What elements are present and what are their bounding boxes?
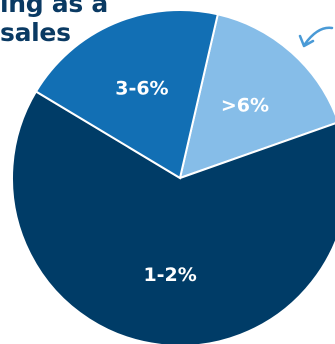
pie-slice-label: 3-6% xyxy=(115,77,168,99)
chart-title-line-2: sales xyxy=(0,18,71,47)
chart-title-line-1: ing as a xyxy=(0,0,108,18)
pie-slices xyxy=(11,9,335,344)
pie-slice xyxy=(34,9,219,180)
curved-arrow-icon xyxy=(303,26,334,46)
pie-slice-label: >6% xyxy=(221,94,269,116)
chart-title: ing as a sales xyxy=(0,0,108,47)
arrowhead-icon xyxy=(298,34,315,48)
pie-slice-label: 1-2% xyxy=(143,264,196,286)
pie-slice xyxy=(178,13,335,180)
pie-slice xyxy=(11,90,335,344)
pie-labels: >6% 1-2% 3-6% xyxy=(115,77,269,286)
